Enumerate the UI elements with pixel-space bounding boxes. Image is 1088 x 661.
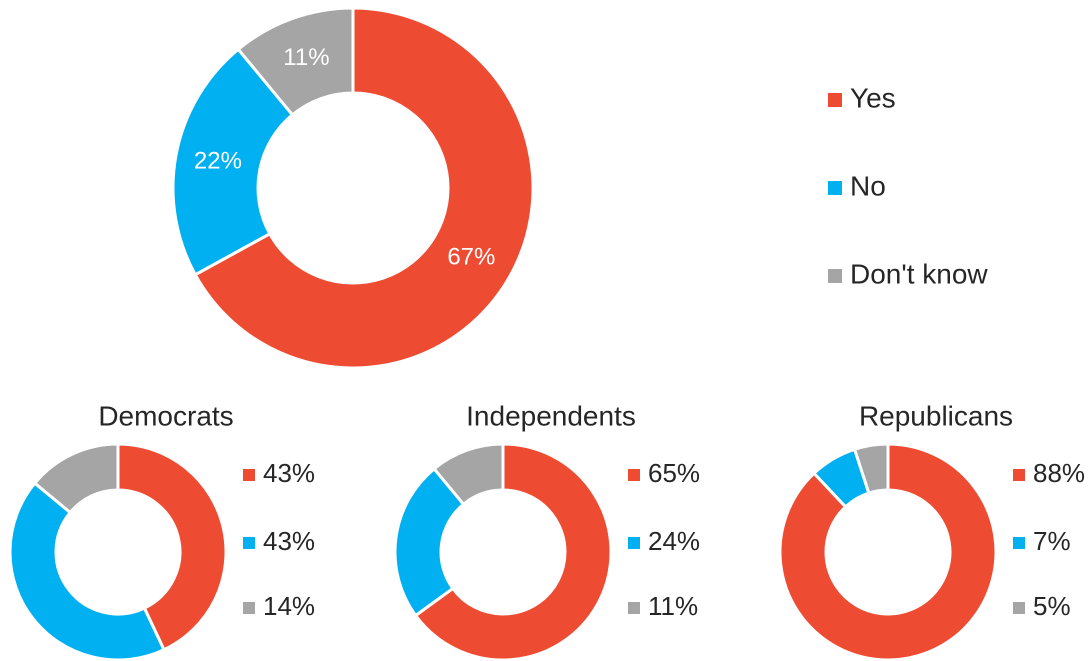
legend-label: 43% <box>263 526 315 556</box>
legend-label: 14% <box>263 591 315 621</box>
donut-segment <box>116 442 228 652</box>
legend-label: Yes <box>850 82 896 113</box>
legend-label: 5% <box>1033 591 1071 621</box>
chart-title: Republicans <box>859 400 1013 431</box>
legend-swatch <box>828 93 842 107</box>
legend-label: 24% <box>648 526 700 556</box>
legend-label: 43% <box>263 458 315 488</box>
legend-swatch <box>1013 537 1025 549</box>
donut-segment <box>8 481 166 661</box>
donut-segment <box>32 442 120 515</box>
legend-label: 11% <box>648 591 698 621</box>
legend-swatch <box>1013 602 1025 614</box>
donut-segment <box>171 47 295 277</box>
donut-segment <box>852 442 890 495</box>
data-label: 67% <box>447 243 495 270</box>
chart-title: Democrats <box>98 400 233 431</box>
legend-swatch <box>628 602 640 614</box>
legend-swatch <box>1013 469 1025 481</box>
legend-swatch <box>243 602 255 614</box>
donut-segment <box>432 442 505 507</box>
legend-label: Don't know <box>850 258 988 289</box>
data-label: 11% <box>283 44 329 71</box>
legend-label: No <box>850 170 886 201</box>
legend-swatch <box>628 469 640 481</box>
legend-swatch <box>828 269 842 283</box>
legend-swatch <box>243 469 255 481</box>
legend-label: 65% <box>648 458 700 488</box>
donut-segment <box>236 6 355 117</box>
donut-segment <box>778 442 998 661</box>
donut-segment <box>193 6 535 370</box>
donut-segment <box>413 442 613 661</box>
legend-swatch <box>243 537 255 549</box>
legend-label: 88% <box>1033 458 1085 488</box>
legend-swatch <box>828 181 842 195</box>
chart-title: Independents <box>466 400 636 431</box>
legend-label: 7% <box>1033 526 1071 556</box>
data-label: 22% <box>194 148 242 175</box>
legend-swatch <box>628 537 640 549</box>
